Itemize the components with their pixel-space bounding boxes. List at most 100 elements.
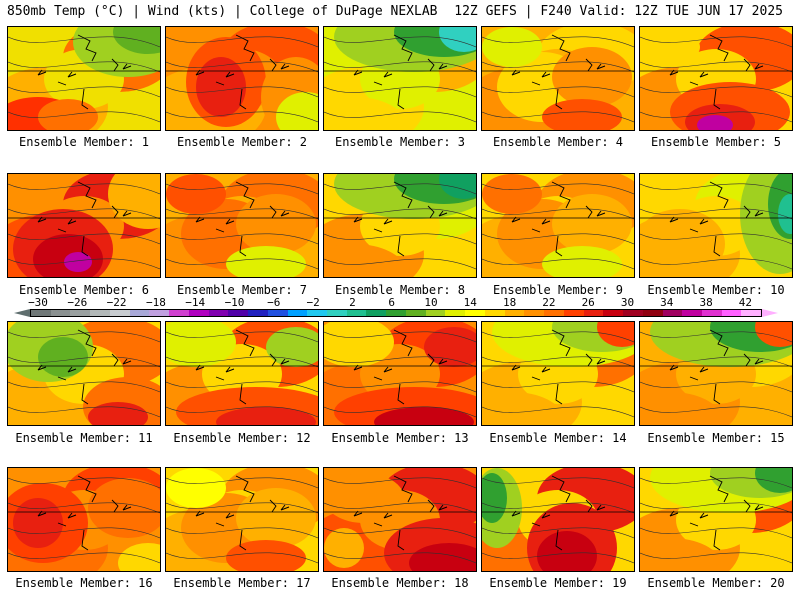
wind-barb <box>754 63 764 70</box>
colorbar-tick-label: 30 <box>620 296 635 309</box>
temperature-field-map <box>640 27 792 130</box>
temperature-field-map <box>324 27 476 130</box>
colorbar-tick-label: 6 <box>388 296 395 309</box>
ensemble-member-map <box>323 467 477 572</box>
contour-line <box>482 86 634 98</box>
contour-line <box>324 183 476 195</box>
ensemble-member-map <box>639 26 793 131</box>
colorbar-tick-label: 26 <box>581 296 595 309</box>
colorbar-segment <box>169 310 189 316</box>
colorbar-segment <box>642 310 663 316</box>
colorbar-segment <box>484 310 505 316</box>
colorbar-segment <box>405 310 426 316</box>
wind-barb <box>541 71 551 78</box>
ensemble-member-map <box>639 321 793 426</box>
wind-barb <box>511 364 521 371</box>
temperature-field-map <box>482 468 634 571</box>
colorbar-tick-label: 34 <box>660 296 674 309</box>
contour-line <box>482 331 634 343</box>
temperature-region <box>778 194 792 234</box>
colorbar-segment <box>327 310 347 316</box>
wind-barb <box>353 216 363 223</box>
temperature-region <box>640 538 720 571</box>
coastline-outline <box>57 329 119 405</box>
coastline-outline <box>531 34 593 110</box>
colorbar-tick-label: 10 <box>424 296 438 309</box>
temperature-field-map <box>166 27 318 130</box>
temperature-region <box>597 322 634 347</box>
contour-line <box>8 406 160 418</box>
temperature-region <box>226 246 306 277</box>
colorbar-segment <box>682 310 702 316</box>
wind-barb <box>67 366 77 373</box>
colorbar-low-arrow <box>14 309 30 317</box>
ensemble-member-map <box>7 26 161 131</box>
temperature-field-map <box>640 174 792 277</box>
contour-line <box>640 208 792 220</box>
temperature-region <box>108 174 160 229</box>
ensemble-member-label: Ensemble Member: 9 <box>492 283 624 297</box>
temperature-region <box>482 473 507 523</box>
wind-barb <box>37 216 47 223</box>
wind-barb <box>280 504 290 511</box>
colorbar-tick-label: −2 <box>306 296 320 309</box>
wind-barb <box>37 364 47 371</box>
ensemble-member-label: Ensemble Member: 1 <box>18 135 150 149</box>
ensemble-member-label: Ensemble Member: 19 <box>489 576 627 590</box>
wind-barb <box>225 366 235 373</box>
temperature-field-map <box>324 174 476 277</box>
contour-line <box>482 233 634 245</box>
coastline-outline <box>57 475 119 551</box>
contour-line <box>166 381 318 393</box>
wind-barb <box>280 358 290 365</box>
colorbar-tick-label: −18 <box>145 296 166 309</box>
wind-barb <box>280 210 290 217</box>
ensemble-member-label: Ensemble Member: 4 <box>492 135 624 149</box>
contour-line <box>8 208 160 220</box>
contour-line <box>482 36 634 48</box>
wind-barb <box>383 366 393 373</box>
coastline-outline <box>215 34 277 110</box>
colorbar-tick-label: −6 <box>267 296 281 309</box>
ensemble-member-map <box>7 173 161 278</box>
wind-barb <box>67 218 77 225</box>
colorbar-tick-label: −26 <box>67 296 88 309</box>
temperature-region <box>324 244 404 277</box>
contour-line <box>324 381 476 393</box>
contour-line <box>8 527 160 539</box>
coastline-outline <box>373 475 435 551</box>
colorbar-tick-label: 42 <box>738 296 753 309</box>
contour-line <box>324 258 476 270</box>
ensemble-member-label: Ensemble Member: 11 <box>15 431 153 445</box>
colorbar-segment <box>346 310 367 316</box>
temperature-field-map <box>324 322 476 425</box>
contour-line <box>324 527 476 539</box>
contour-line <box>482 183 634 195</box>
temperature-region <box>324 528 364 568</box>
contour-line <box>482 527 634 539</box>
colorbar-segment <box>504 310 525 316</box>
wind-barb <box>353 69 363 76</box>
coastline-outline <box>215 329 277 405</box>
contour-line <box>324 331 476 343</box>
temperature-region <box>482 27 542 67</box>
wind-barb <box>383 71 393 78</box>
contour-line <box>8 331 160 343</box>
temperature-region <box>13 498 63 548</box>
colorbar-segment <box>583 310 604 316</box>
contour-line <box>8 183 160 195</box>
contour-line <box>166 552 318 564</box>
wind-barb <box>122 210 132 217</box>
temperature-field-map <box>166 174 318 277</box>
colorbar-segment <box>445 310 466 316</box>
colorbar-tick-label: −10 <box>224 296 245 309</box>
temperature-region <box>755 322 792 347</box>
wind-barb <box>122 63 132 70</box>
wind-barb <box>669 510 679 517</box>
wind-barb <box>195 364 205 371</box>
temperature-field-map <box>482 27 634 130</box>
coastline-outline <box>689 329 751 405</box>
ensemble-member-label: Ensemble Member: 12 <box>173 431 311 445</box>
contour-line <box>324 552 476 564</box>
wind-barb <box>195 69 205 76</box>
